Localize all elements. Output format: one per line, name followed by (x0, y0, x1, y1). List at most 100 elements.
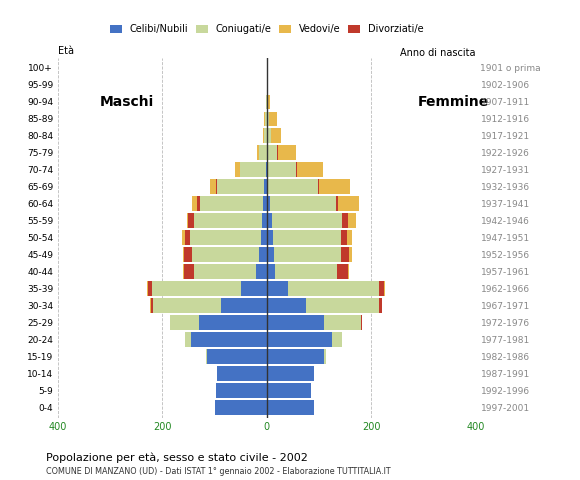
Bar (217, 366, 267, 381)
Bar (324, 349, 326, 364)
Bar (241, 281, 267, 296)
Bar (264, 111, 265, 126)
Text: Popolazione per età, sesso e stato civile - 2002: Popolazione per età, sesso e stato civil… (46, 452, 309, 463)
Text: COMUNE DI MANZANO (UD) - Dati ISTAT 1° gennaio 2002 - Elaborazione TUTTITALIA.IT: COMUNE DI MANZANO (UD) - Dati ISTAT 1° g… (46, 467, 391, 476)
Bar (263, 129, 264, 143)
Bar (192, 196, 197, 211)
Bar (318, 180, 319, 194)
Bar (267, 400, 314, 415)
Text: Anno di nascita: Anno di nascita (400, 48, 476, 58)
Bar (267, 196, 270, 211)
Bar (267, 383, 311, 397)
Bar (267, 95, 268, 109)
Bar (267, 111, 269, 126)
Bar (194, 264, 256, 279)
Bar (271, 129, 281, 143)
Bar (152, 281, 241, 296)
Bar (267, 349, 324, 364)
Legend: Celibi/Nubili, Coniugati/e, Vedovi/e, Divorziati/e: Celibi/Nubili, Coniugati/e, Vedovi/e, Di… (107, 21, 426, 37)
Bar (260, 230, 267, 245)
Bar (274, 247, 342, 262)
Bar (267, 264, 274, 279)
Bar (278, 145, 296, 160)
Bar (182, 230, 185, 245)
Bar (216, 180, 217, 194)
Bar (306, 298, 379, 313)
Bar (191, 247, 259, 262)
Bar (296, 162, 322, 177)
Bar (270, 196, 336, 211)
Bar (259, 145, 267, 160)
Bar (288, 281, 379, 296)
Bar (272, 214, 342, 228)
Bar (347, 264, 349, 279)
Bar (221, 298, 267, 313)
Bar (265, 111, 267, 126)
Bar (200, 196, 263, 211)
Bar (210, 180, 216, 194)
Bar (267, 332, 332, 347)
Bar (153, 298, 221, 313)
Bar (190, 230, 260, 245)
Bar (194, 214, 262, 228)
Bar (267, 230, 273, 245)
Bar (274, 264, 337, 279)
Bar (183, 264, 184, 279)
Bar (267, 315, 324, 330)
Bar (259, 247, 267, 262)
Bar (191, 332, 267, 347)
Bar (262, 214, 267, 228)
Text: Femmine: Femmine (418, 95, 490, 109)
Bar (342, 247, 349, 262)
Bar (338, 196, 359, 211)
Bar (215, 400, 267, 415)
Bar (337, 264, 347, 279)
Text: Maschi: Maschi (100, 95, 154, 109)
Bar (148, 281, 152, 296)
Text: Età: Età (58, 46, 74, 56)
Bar (379, 298, 382, 313)
Bar (324, 315, 361, 330)
Bar (170, 315, 199, 330)
Bar (269, 111, 277, 126)
Bar (349, 247, 352, 262)
Bar (183, 247, 184, 262)
Bar (263, 196, 267, 211)
Bar (267, 180, 269, 194)
Bar (319, 180, 350, 194)
Bar (341, 230, 347, 245)
Bar (273, 230, 341, 245)
Bar (217, 180, 264, 194)
Bar (269, 180, 318, 194)
Bar (257, 145, 259, 160)
Bar (347, 230, 353, 245)
Bar (267, 129, 271, 143)
Bar (379, 281, 384, 296)
Bar (206, 349, 267, 364)
Bar (267, 214, 272, 228)
Bar (184, 247, 191, 262)
Bar (267, 281, 288, 296)
Bar (184, 264, 194, 279)
Bar (151, 298, 153, 313)
Bar (268, 95, 270, 109)
Bar (267, 366, 314, 381)
Bar (267, 145, 277, 160)
Bar (197, 196, 200, 211)
Bar (235, 162, 240, 177)
Bar (361, 315, 362, 330)
Bar (188, 214, 194, 228)
Bar (267, 298, 306, 313)
Bar (185, 230, 190, 245)
Bar (264, 180, 267, 194)
Bar (199, 315, 267, 330)
Bar (256, 264, 267, 279)
Bar (240, 162, 266, 177)
Bar (266, 162, 267, 177)
Bar (216, 383, 267, 397)
Bar (185, 332, 191, 347)
Bar (347, 214, 356, 228)
Bar (342, 214, 347, 228)
Bar (264, 129, 267, 143)
Bar (187, 214, 188, 228)
